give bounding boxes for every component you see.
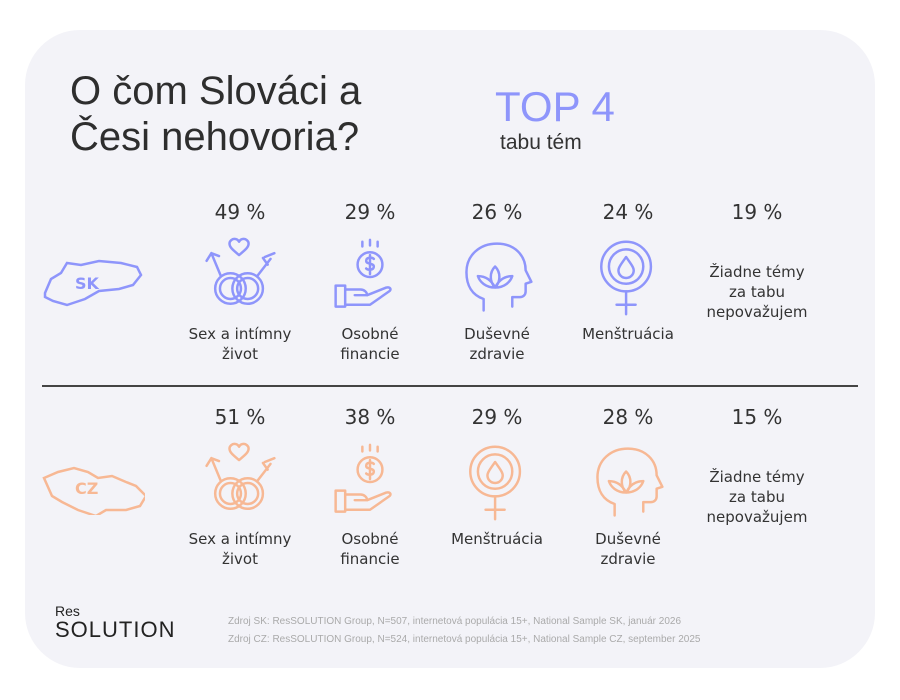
topic-label-line: Menštruácia: [582, 325, 674, 343]
money-hand-icon: [328, 441, 412, 525]
topic-percent: 26 %: [471, 200, 523, 224]
sk-row: SK 49 % Sex a intímny život 29 % Osobné fi…: [0, 200, 900, 380]
no-taboo-percent: 15 %: [731, 405, 783, 429]
topic-label-line: Duševné: [464, 325, 530, 343]
topic-percent: 28 %: [602, 405, 654, 429]
topic-percent: 49 %: [214, 200, 266, 224]
topic-label-line: Osobné: [341, 530, 399, 548]
topic-label: Osobné financie: [300, 529, 440, 569]
source-cz: Zdroj CZ: ResSOLUTION Group, N=524, inte…: [228, 634, 701, 645]
no-taboo-cz: 15 % Žiadne témy za tabu nepovažujem: [687, 405, 827, 527]
country-map-cz: CZ: [40, 460, 145, 515]
topic-label-line: financie: [340, 550, 400, 568]
sex-icon: [198, 441, 282, 525]
topic-label-line: Menštruácia: [451, 530, 543, 548]
topic-cz-4: 28 % Duševné zdravie: [558, 405, 698, 569]
no-taboo-percent: 19 %: [731, 200, 783, 224]
topic-cz-3: 29 % Menštruácia: [427, 405, 567, 549]
topic-sk-3: 26 % Duševné zdravie: [427, 200, 567, 364]
topic-label: Duševné zdravie: [427, 324, 567, 364]
menstruation-icon: [586, 236, 670, 320]
topic-percent: 51 %: [214, 405, 266, 429]
topic-percent: 24 %: [602, 200, 654, 224]
no-taboo-sk: 19 % Žiadne témy za tabu nepovažujem: [687, 200, 827, 322]
topic-label-line: zdravie: [600, 550, 656, 568]
lotus-head-icon: [455, 236, 539, 320]
label-line: Žiadne témy: [709, 263, 805, 281]
topic-label-line: život: [222, 345, 258, 363]
title-line-2: Česi nehovoria?: [70, 115, 360, 159]
topic-label: Sex a intímny život: [170, 529, 310, 569]
topic-label-line: zdravie: [469, 345, 525, 363]
no-taboo-label: Žiadne témy za tabu nepovažujem: [687, 262, 827, 322]
topic-sk-1: 49 % Sex a intímny život: [170, 200, 310, 364]
topic-label: Menštruácia: [427, 529, 567, 549]
sources: Zdroj SK: ResSOLUTION Group, N=507, inte…: [228, 613, 700, 649]
topic-label-line: život: [222, 550, 258, 568]
subtitle: tabu tém: [500, 131, 582, 154]
logo-small: Res: [55, 603, 80, 619]
topic-label: Duševné zdravie: [558, 529, 698, 569]
no-taboo-label: Žiadne témy za tabu nepovažujem: [687, 467, 827, 527]
topic-cz-1: 51 % Sex a intímny život: [170, 405, 310, 569]
lotus-head-icon: [586, 441, 670, 525]
page-title: O čom Slováci a Česi nehovoria?: [70, 68, 361, 160]
topic-sk-2: 29 % Osobné financie: [300, 200, 440, 364]
top4-heading: TOP 4: [495, 83, 615, 130]
topic-cz-2: 38 % Osobné financie: [300, 405, 440, 569]
label-line: nepovažujem: [706, 508, 808, 526]
infographic-card: [25, 30, 875, 668]
topic-label-line: Duševné: [595, 530, 661, 548]
ressolution-logo: Res SOLUTION: [55, 603, 175, 641]
divider: [42, 385, 858, 387]
topic-percent: 29 %: [471, 405, 523, 429]
menstruation-icon: [455, 441, 539, 525]
topic-label: Sex a intímny život: [170, 324, 310, 364]
label-line: za tabu: [729, 488, 785, 506]
label-line: Žiadne témy: [709, 468, 805, 486]
topic-label-line: Sex a intímny: [188, 530, 292, 548]
country-map-sk: SK: [40, 255, 145, 310]
label-line: za tabu: [729, 283, 785, 301]
topic-sk-4: 24 % Menštruácia: [558, 200, 698, 344]
topic-percent: 38 %: [344, 405, 396, 429]
country-code: CZ: [75, 479, 98, 498]
label-line: nepovažujem: [706, 303, 808, 321]
topic-label: Osobné financie: [300, 324, 440, 364]
topic-percent: 29 %: [344, 200, 396, 224]
topic-label: Menštruácia: [558, 324, 698, 344]
sex-icon: [198, 236, 282, 320]
source-sk: Zdroj SK: ResSOLUTION Group, N=507, inte…: [228, 616, 682, 627]
money-hand-icon: [328, 236, 412, 320]
title-line-1: O čom Slováci a: [70, 69, 362, 113]
topic-label-line: Osobné: [341, 325, 399, 343]
topic-label-line: financie: [340, 345, 400, 363]
logo-big: SOLUTION: [55, 617, 176, 642]
topic-label-line: Sex a intímny: [188, 325, 292, 343]
country-code: SK: [75, 274, 100, 293]
cz-row: CZ 51 % Sex a intímny život 38 % Osobné fi…: [0, 405, 900, 585]
